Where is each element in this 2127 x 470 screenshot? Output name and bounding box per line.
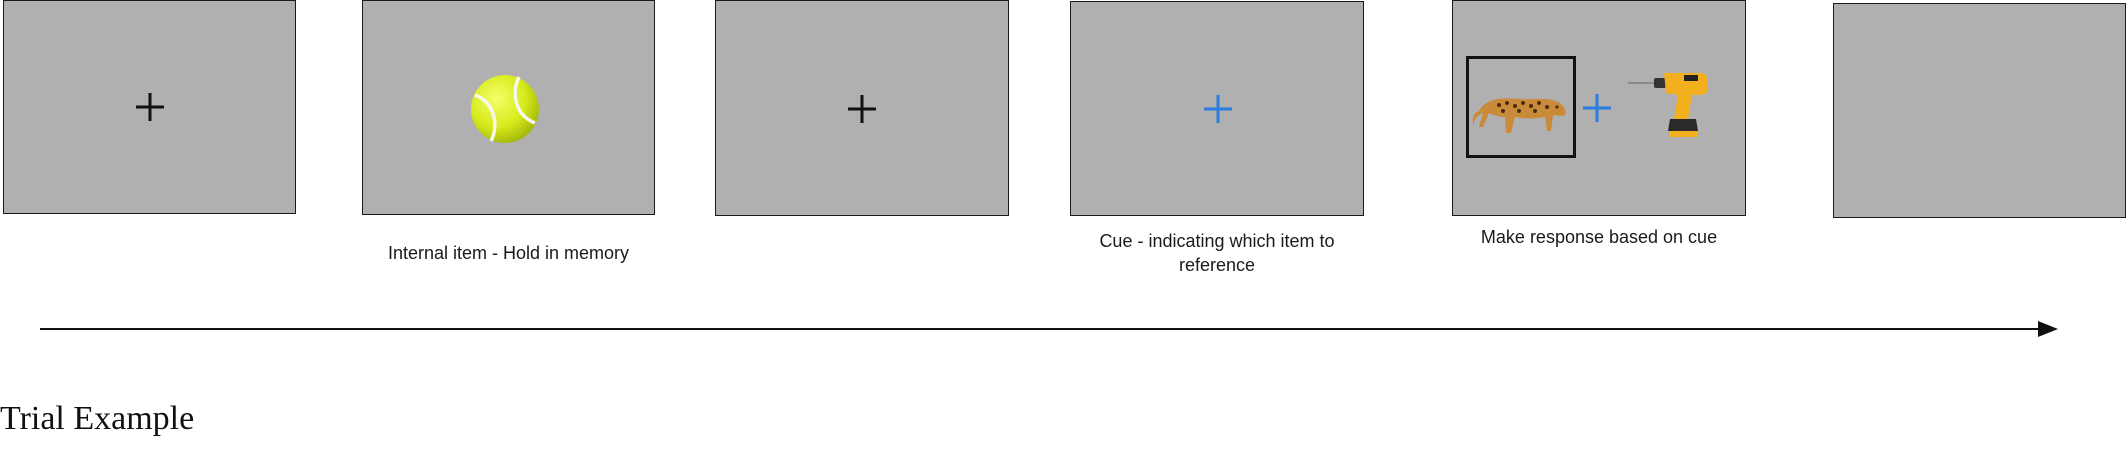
trial-frame-4 [1070, 1, 1364, 216]
leopard-icon [1472, 98, 1566, 133]
cue-fixation-cross-icon [1204, 95, 1232, 123]
fixation-cross-icon [848, 95, 876, 123]
figure-title: Trial Example [0, 400, 195, 437]
power-drill-icon [1628, 73, 1708, 137]
cue-fixation-cross-icon [1583, 94, 1611, 122]
caption-internal-item: Internal item - Hold in memory [387, 243, 630, 263]
trial-frame-6 [1833, 3, 2126, 218]
trial-frame-5 [1452, 0, 1746, 216]
fixation-cross-icon [136, 93, 164, 121]
caption-response: Make response based on cue [1480, 227, 1718, 247]
selection-box [1466, 56, 1576, 158]
timeline-arrow [40, 321, 2058, 337]
trial-frame-3 [715, 0, 1009, 216]
caption-cue: Cue - indicating which item to reference [1099, 231, 1335, 275]
tennis-ball-icon [471, 75, 539, 143]
trial-frame-1 [3, 0, 296, 214]
trial-frame-2 [362, 0, 655, 215]
